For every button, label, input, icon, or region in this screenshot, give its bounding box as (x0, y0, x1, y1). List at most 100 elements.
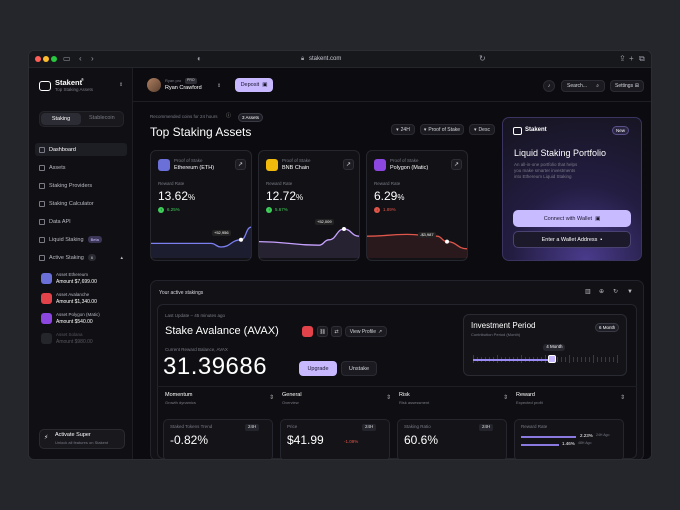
arrow-up-icon: ↑ (266, 207, 272, 213)
promo-logo: Stakent (525, 127, 547, 133)
ethereum-icon (41, 273, 52, 284)
period-badge[interactable]: 24H (479, 424, 494, 431)
unstake-button[interactable]: Unstake (341, 361, 377, 376)
forward-icon[interactable]: › (91, 54, 94, 63)
refresh-icon[interactable]: ↻ (613, 289, 619, 295)
sort-icon: ▾ (423, 126, 427, 133)
filter-24h[interactable]: ▾ 24H (391, 124, 415, 135)
deposit-label: Deposit (240, 82, 260, 88)
period-slider[interactable]: 4 Month (473, 344, 618, 366)
tab-stablecoin[interactable]: Stablecoin (89, 115, 115, 121)
activate-super-card[interactable] (39, 429, 125, 449)
search-button[interactable]: Search... ⌕ (561, 80, 605, 92)
asset-name[interactable]: Asset Solana (56, 332, 83, 337)
avalanche-icon (41, 293, 52, 304)
reload-icon[interactable]: ↻ (479, 54, 486, 63)
sparkline-area (259, 229, 359, 258)
slider-thumb[interactable] (548, 355, 557, 363)
reward-rate-24h: 2.23% (580, 433, 593, 438)
sparkline-chart (151, 226, 251, 258)
investment-period-sub: Contribution Period (Month) (471, 332, 521, 337)
sidebar-item-label: Data API (49, 218, 71, 225)
sort-icon: ▾ (474, 126, 477, 133)
share-icon[interactable]: ⇪ (619, 54, 626, 63)
filter-desc[interactable]: ▾ Desc (469, 124, 495, 135)
close-window-button[interactable] (35, 56, 41, 62)
asset-name[interactable]: Asset Avalanche (56, 292, 90, 297)
sort-icon[interactable]: ⇕ (620, 395, 626, 401)
enter-wallet-address-button[interactable]: Enter a Wallet Address ▪ (513, 231, 631, 248)
active-count-badge: 6 (87, 254, 97, 261)
period-badge[interactable]: 6 Month (595, 323, 620, 332)
sparkline-tooltip: +52,009 (315, 219, 334, 225)
chart-icon[interactable]: ▥ (585, 289, 591, 295)
arrow-up-right-icon[interactable]: ↗ (343, 159, 354, 170)
info-icon[interactable]: ⓘ (226, 113, 232, 119)
minimize-window-button[interactable] (43, 56, 49, 62)
sparkline-tooltip: -$3,987 (418, 231, 436, 238)
deposit-button[interactable]: Deposit ▣ (235, 78, 273, 92)
avatar[interactable] (147, 78, 161, 92)
code-icon (39, 218, 45, 225)
sparkline-marker[interactable] (239, 237, 243, 242)
sort-icon[interactable]: ⇕ (503, 395, 509, 401)
sidebar-toggle-icon[interactable]: ▭ (63, 54, 71, 63)
sidebar-item-dashboard[interactable]: Dashboard (35, 143, 127, 156)
settings-label: Settings (615, 83, 634, 89)
maximize-window-button[interactable] (51, 56, 57, 62)
pro-badge: PRO (185, 78, 197, 84)
asset-name[interactable]: Asset Polygon (Matic) (56, 312, 100, 317)
view-profile-button[interactable]: View Profile ↗ (345, 326, 387, 337)
user-name: Ryan Crawford (165, 85, 202, 91)
slider-tick (573, 357, 574, 362)
sort-icon[interactable]: ⇕ (269, 395, 275, 401)
sidebar-item-active-staking[interactable]: Active Staking 6 ▴ (35, 251, 127, 264)
filter-proof-of-stake[interactable]: ▾ Proof of Stake (420, 124, 464, 135)
tab-staking[interactable]: Staking (41, 113, 81, 125)
arrow-up-right-icon[interactable]: ↗ (451, 159, 462, 170)
filter-icon[interactable]: ▼ (627, 289, 633, 295)
link-icon[interactable]: ⛓︎ (317, 326, 328, 337)
sort-icon[interactable]: ⇕ (386, 395, 392, 401)
tabs-icon[interactable]: ⧉ (639, 54, 645, 63)
asset-amount: Amount $1,340.00 (56, 299, 97, 305)
connect-wallet-button[interactable]: Connect with Wallet ▣ (513, 210, 631, 227)
shield-icon[interactable]: ◐ (197, 54, 202, 63)
sparkline-marker[interactable] (445, 239, 449, 244)
sidebar-item-staking-calculator[interactable]: Staking Calculator (35, 197, 127, 210)
layers-icon (39, 164, 45, 171)
asset-name[interactable]: Asset Ethereum (56, 272, 89, 277)
sidebar-item-assets[interactable]: Assets (35, 161, 127, 174)
reward-rate-value: 12.72% (266, 190, 303, 202)
slider-tick (557, 357, 558, 362)
solana-icon (41, 333, 52, 344)
period-badge[interactable]: 24H (245, 424, 260, 431)
period-badge[interactable]: 24H (362, 424, 377, 431)
asset-type: Proof of Stake (390, 158, 419, 163)
column-title: Reward (516, 392, 535, 398)
notifications-button[interactable]: ♪ (543, 80, 555, 92)
stat-card (514, 419, 624, 459)
sidebar-item-staking-providers[interactable]: Staking Providers (35, 179, 127, 192)
upgrade-button[interactable]: Upgrade (299, 361, 337, 376)
filter-label: Desc (478, 126, 490, 133)
add-icon[interactable]: ⊕ (599, 289, 605, 295)
sparkline-marker[interactable] (342, 227, 346, 231)
slider-tooltip: 4 Month (543, 344, 566, 351)
arrow-up-right-icon[interactable]: ↗ (235, 159, 246, 170)
user-menu-icon[interactable]: ⇕ (217, 83, 222, 89)
sidebar-item-liquid-staking[interactable]: Liquid Staking Beta (35, 233, 127, 246)
sidebar-item-label: Assets (49, 164, 66, 171)
workspace-switch-icon[interactable]: ⇕ (119, 82, 124, 88)
slider-tick (569, 355, 570, 363)
new-tab-icon[interactable]: + (629, 54, 634, 63)
settings-button[interactable]: Settings ⊞ (610, 80, 644, 92)
back-icon[interactable]: ‹ (79, 54, 82, 63)
slider-tick (565, 357, 566, 362)
share-icon[interactable]: ⇄ (331, 326, 342, 337)
chevron-up-icon[interactable]: ▴ (120, 254, 123, 261)
beta-badge: Beta (87, 236, 102, 243)
address-bar[interactable]: stakent.com (309, 56, 342, 62)
avalanche-icon (302, 326, 313, 337)
sidebar-item-data-api[interactable]: Data API (35, 215, 127, 228)
